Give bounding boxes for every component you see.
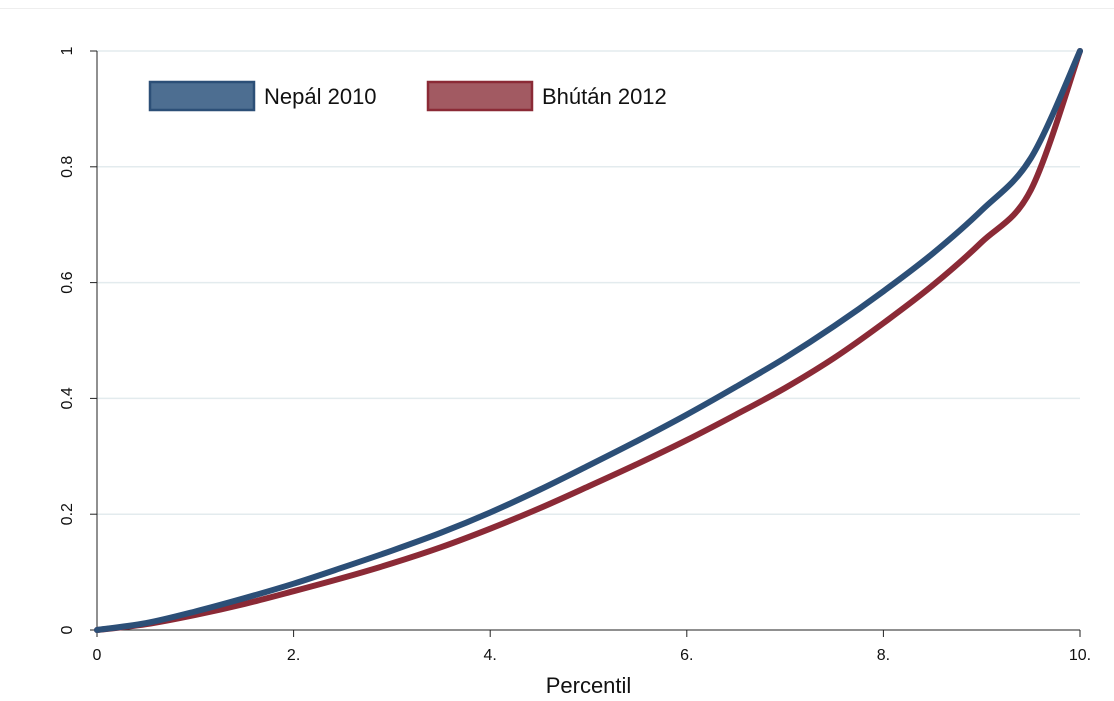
x-axis-title: Percentil	[546, 673, 632, 698]
legend-swatch-0	[148, 80, 256, 112]
x-tick-label-1: 2.	[287, 647, 300, 664]
top-divider	[0, 8, 1114, 9]
series-lines	[94, 48, 1083, 633]
y-tick-label-2: 0.4	[59, 387, 76, 409]
x-tick-label-0: 0	[93, 647, 102, 664]
y-tick-label-0: 0	[59, 625, 76, 634]
series-line-0	[94, 48, 1083, 633]
y-tick-label-4: 0.8	[59, 156, 76, 178]
legend-label-1: Bhútán 2012	[542, 84, 667, 109]
y-tick-label-1: 0.2	[59, 503, 76, 525]
y-tick-label-3: 0.6	[59, 271, 76, 293]
legend: Nepál 2010 Bhútán 2012	[148, 80, 667, 112]
y-tick-label-5: 1	[59, 46, 76, 55]
x-tick-label-5: 10.	[1069, 647, 1091, 664]
legend-label-0: Nepál 2010	[264, 84, 377, 109]
x-tick-label-3: 6.	[680, 647, 693, 664]
x-tick-label-2: 4.	[484, 647, 497, 664]
legend-swatch-1	[426, 80, 534, 112]
axes: 0 0.2 0.4 0.6 0.8 1 0 2. 4. 6. 8. 10.	[59, 46, 1091, 664]
gridlines	[97, 50, 1080, 515]
x-tick-label-4: 8.	[877, 647, 890, 664]
series-line-1	[94, 48, 1083, 633]
